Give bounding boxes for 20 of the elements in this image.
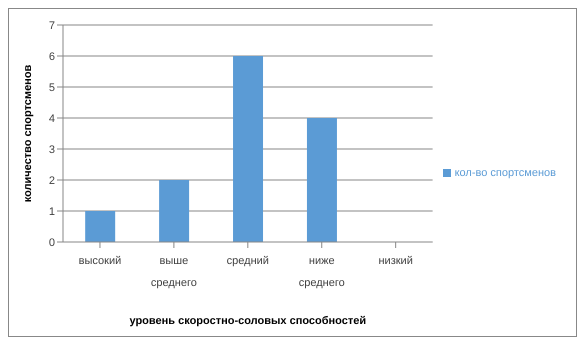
y-tick-label: 4 <box>48 112 55 125</box>
y-tick-label: 2 <box>48 174 55 187</box>
x-tick-label: ниже среднего <box>298 255 345 289</box>
legend-label: кол-во спортсменов <box>454 166 556 178</box>
x-tick-label: низкий <box>378 255 413 267</box>
x-tick-label: высокий <box>78 255 122 267</box>
bar <box>85 211 116 242</box>
y-axis-title: количество спортсменов <box>22 64 34 202</box>
y-tick-label: 6 <box>48 50 55 63</box>
x-tick-label: средний <box>226 255 269 267</box>
bar <box>159 180 190 242</box>
bar <box>233 56 264 242</box>
x-tick-label: выше среднего <box>150 255 197 289</box>
y-tick-label: 3 <box>48 144 55 156</box>
bar <box>306 118 337 242</box>
y-tick-label: 1 <box>48 206 55 218</box>
x-axis-title: уровень скоростно-соловых способностей <box>129 315 366 327</box>
y-tick-label: 7 <box>48 20 55 32</box>
y-tick-label: 5 <box>48 82 55 94</box>
y-tick-label: 0 <box>48 236 55 249</box>
